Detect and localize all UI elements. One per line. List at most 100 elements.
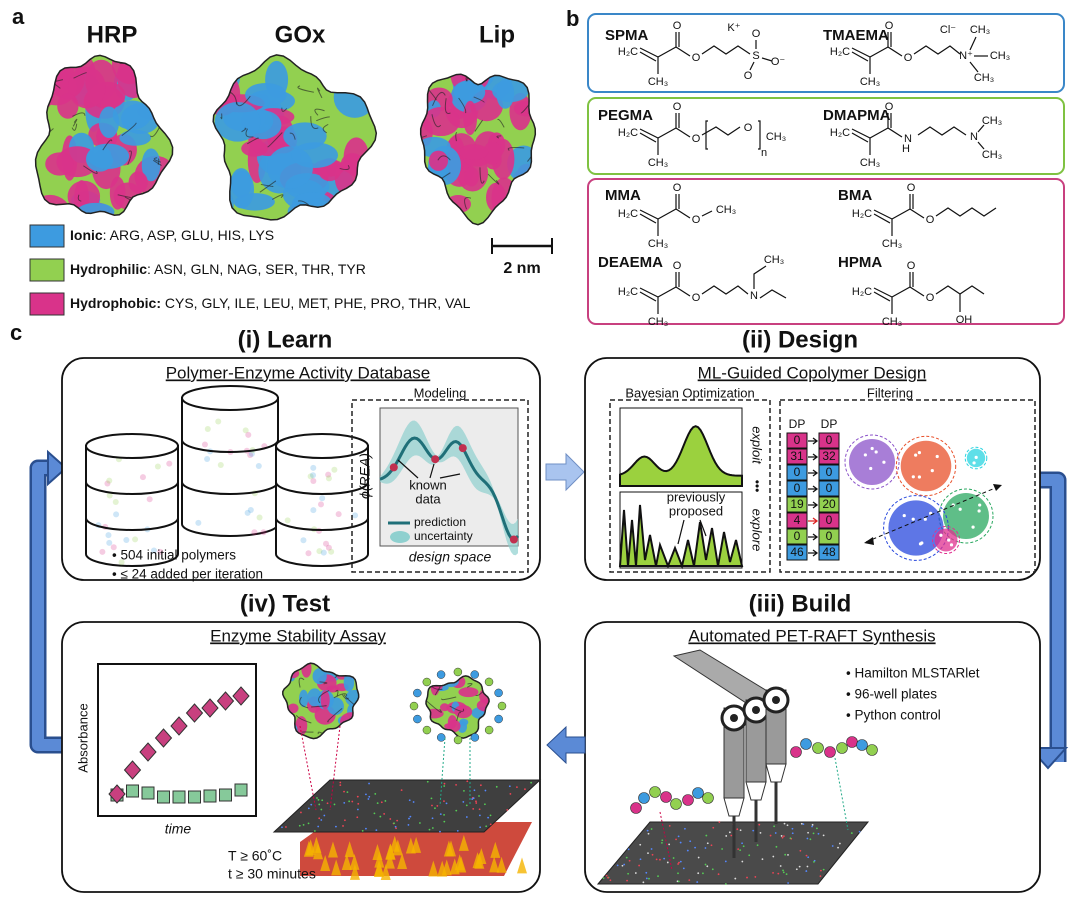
well bbox=[431, 817, 434, 820]
condition: t ≥ 30 minutes bbox=[228, 866, 316, 882]
database-bead bbox=[132, 536, 139, 543]
well bbox=[672, 857, 675, 859]
well bbox=[650, 848, 653, 850]
cluster-point bbox=[971, 525, 975, 529]
well bbox=[717, 873, 720, 876]
groove bbox=[281, 107, 288, 112]
flame bbox=[311, 836, 322, 853]
well bbox=[379, 815, 382, 818]
well bbox=[380, 801, 383, 804]
well bbox=[663, 857, 666, 860]
groove bbox=[431, 114, 442, 128]
polymer-bead bbox=[856, 739, 868, 751]
well bbox=[661, 841, 663, 844]
well bbox=[773, 825, 776, 828]
cluster-point bbox=[974, 455, 978, 459]
well bbox=[805, 854, 808, 857]
line bbox=[429, 463, 435, 479]
atom-label: O⁻ bbox=[771, 56, 786, 68]
well bbox=[807, 856, 810, 859]
cluster-point bbox=[958, 507, 962, 511]
axis-label: exploit bbox=[750, 426, 765, 465]
patch bbox=[292, 192, 332, 214]
polymer-bead bbox=[682, 794, 694, 806]
patch bbox=[327, 697, 344, 716]
line bbox=[887, 46, 903, 57]
bond bbox=[705, 120, 708, 150]
polymer-bead bbox=[494, 714, 503, 724]
cluster-point bbox=[870, 446, 874, 451]
line bbox=[675, 286, 691, 297]
patch bbox=[112, 100, 152, 130]
line bbox=[891, 286, 911, 298]
well bbox=[677, 880, 680, 883]
groove bbox=[429, 188, 442, 205]
well bbox=[684, 827, 686, 830]
groove bbox=[247, 137, 259, 145]
well bbox=[602, 877, 605, 880]
well bbox=[811, 825, 813, 828]
atom-label: N bbox=[970, 131, 978, 143]
well bbox=[431, 827, 434, 829]
flame bbox=[341, 854, 352, 871]
patch bbox=[512, 193, 536, 224]
polymer-bead bbox=[470, 733, 480, 742]
well bbox=[351, 800, 354, 803]
polymer-bead bbox=[413, 688, 422, 698]
well bbox=[367, 798, 370, 800]
line bbox=[675, 46, 691, 57]
well bbox=[318, 803, 321, 806]
axis-label: Absorbance bbox=[75, 703, 90, 772]
well bbox=[316, 797, 318, 799]
flame bbox=[384, 852, 395, 869]
scale-bar-label: 2 nm bbox=[503, 260, 540, 277]
well bbox=[317, 798, 320, 801]
well bbox=[752, 829, 755, 832]
cluster-point bbox=[939, 533, 943, 537]
known-point bbox=[458, 444, 467, 453]
groove bbox=[314, 108, 325, 116]
well bbox=[368, 782, 370, 785]
bond bbox=[761, 57, 773, 62]
well bbox=[706, 865, 709, 868]
atom-label: CH₃ bbox=[990, 50, 1010, 62]
well bbox=[812, 832, 815, 835]
database-bead bbox=[106, 539, 113, 546]
well bbox=[787, 854, 789, 856]
patch bbox=[126, 199, 150, 216]
spread-head bbox=[993, 484, 1002, 491]
acquisition-explore bbox=[618, 504, 744, 570]
well bbox=[489, 823, 492, 826]
well bbox=[472, 797, 475, 800]
patch bbox=[345, 689, 359, 707]
patch bbox=[312, 668, 327, 685]
cluster-point bbox=[972, 461, 976, 465]
well bbox=[761, 858, 764, 861]
flame bbox=[411, 836, 422, 853]
line bbox=[675, 208, 691, 219]
box-title: Modeling bbox=[414, 385, 467, 400]
well bbox=[323, 814, 326, 817]
database-body bbox=[275, 445, 369, 567]
groove bbox=[117, 194, 132, 199]
well bbox=[472, 808, 475, 810]
known-point bbox=[389, 463, 398, 472]
legend-residues: : ARG, ASP, GLU, HIS, LYS bbox=[103, 227, 274, 243]
well bbox=[724, 883, 727, 885]
groove bbox=[52, 63, 66, 69]
database-bead bbox=[255, 463, 262, 470]
database-ring bbox=[181, 439, 279, 453]
legend-class: Ionic bbox=[70, 227, 103, 243]
well bbox=[706, 842, 709, 845]
well bbox=[302, 823, 305, 826]
monomer-name: TMAEMA bbox=[823, 27, 889, 44]
database-bead bbox=[99, 548, 106, 555]
well bbox=[741, 842, 743, 845]
acquisition-exploit bbox=[619, 425, 743, 487]
annotation: previously bbox=[667, 489, 726, 504]
patch bbox=[447, 719, 461, 733]
patch bbox=[128, 171, 148, 194]
database-bead bbox=[248, 450, 255, 457]
known-point bbox=[431, 455, 440, 464]
bond bbox=[913, 45, 961, 55]
